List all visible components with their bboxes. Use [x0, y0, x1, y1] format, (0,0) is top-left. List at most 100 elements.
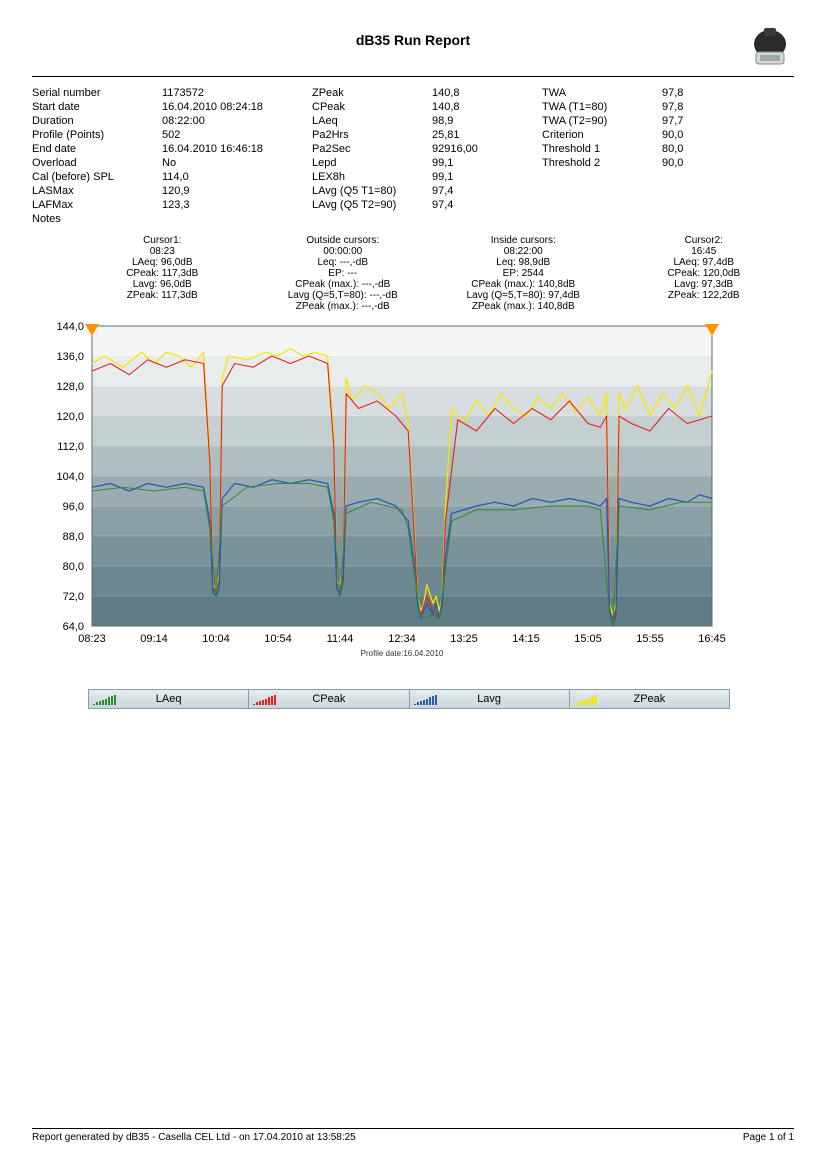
info-cell: 16.04.2010 08:24:18 [162, 101, 312, 113]
svg-text:16:45: 16:45 [698, 633, 726, 645]
info-cell: LAvg (Q5 T1=80) [312, 185, 432, 197]
info-cell: LAvg (Q5 T2=90) [312, 199, 432, 211]
svg-text:15:55: 15:55 [636, 633, 664, 645]
info-cell: 16.04.2010 16:46:18 [162, 143, 312, 155]
info-cell: TWA [542, 87, 662, 99]
info-cell: 140,8 [432, 87, 542, 99]
info-cell: 92916,00 [432, 143, 542, 155]
info-cell: LAeq [312, 115, 432, 127]
info-cell: 140,8 [432, 101, 542, 113]
info-cell: ZPeak [312, 87, 432, 99]
info-cell: 114,0 [162, 171, 312, 183]
header-rule [32, 76, 794, 77]
info-cell [542, 171, 662, 183]
svg-text:80,0: 80,0 [63, 561, 84, 573]
legend-item: Lavg [409, 690, 569, 708]
info-table: Serial number1173572ZPeak140,8TWA97,8 Sta… [32, 87, 794, 225]
report-title: dB35 Run Report [356, 32, 470, 48]
outside-cursors-block: Outside cursors:00:00:00Leq: ---,-dBEP: … [253, 235, 434, 312]
svg-text:96,0: 96,0 [63, 501, 84, 513]
footer-right: Page 1 of 1 [743, 1132, 794, 1143]
info-cell [312, 213, 432, 225]
info-cell: LASMax [32, 185, 162, 197]
info-cell: 97,4 [432, 199, 542, 211]
svg-text:112,0: 112,0 [57, 441, 84, 453]
info-cell [662, 199, 742, 211]
svg-text:72,0: 72,0 [63, 591, 84, 603]
info-cell: 25,81 [432, 129, 542, 141]
info-cell [542, 213, 662, 225]
info-cell: 90,0 [662, 157, 742, 169]
svg-text:128,0: 128,0 [56, 381, 84, 393]
info-cell: 97,8 [662, 101, 742, 113]
info-cell [162, 213, 312, 225]
legend-item: LAeq [89, 690, 248, 708]
info-cell: 97,8 [662, 87, 742, 99]
info-cell: 80,0 [662, 143, 742, 155]
info-cell [432, 213, 542, 225]
svg-text:120,0: 120,0 [56, 411, 84, 423]
cursor1-block: Cursor1:08:23LAeq: 96,0dBCPeak: 117,3dBL… [72, 235, 253, 312]
info-cell: CPeak [312, 101, 432, 113]
info-cell [542, 185, 662, 197]
info-cell: 97,7 [662, 115, 742, 127]
svg-text:136,0: 136,0 [56, 351, 84, 363]
legend-item: ZPeak [569, 690, 729, 708]
info-cell: Lepd [312, 157, 432, 169]
info-cell: End date [32, 143, 162, 155]
info-cell [662, 185, 742, 197]
info-cell: 90,0 [662, 129, 742, 141]
info-cell: 97,4 [432, 185, 542, 197]
svg-text:09:14: 09:14 [140, 633, 168, 645]
inside-cursors-block: Inside cursors:08:22:00Leq: 98,9dBEP: 25… [433, 235, 614, 312]
footer-left: Report generated by dB35 - Casella CEL L… [32, 1132, 356, 1143]
info-cell: Overload [32, 157, 162, 169]
info-cell: Cal (before) SPL [32, 171, 162, 183]
dosimeter-icon [746, 22, 794, 70]
info-cell [662, 213, 742, 225]
svg-text:10:04: 10:04 [202, 633, 230, 645]
svg-text:15:05: 15:05 [574, 633, 602, 645]
chart-legend: LAeqCPeakLavgZPeak [88, 689, 730, 709]
info-cell: Profile (Points) [32, 129, 162, 141]
info-cell: LAFMax [32, 199, 162, 211]
info-cell: Threshold 1 [542, 143, 662, 155]
info-cell: 502 [162, 129, 312, 141]
report-header: dB35 Run Report [32, 28, 794, 70]
info-cell: Serial number [32, 87, 162, 99]
svg-text:144,0: 144,0 [56, 321, 84, 333]
cursor-info-row: Cursor1:08:23LAeq: 96,0dBCPeak: 117,3dBL… [72, 235, 794, 312]
svg-text:12:34: 12:34 [388, 633, 416, 645]
info-cell: TWA (T2=90) [542, 115, 662, 127]
svg-text:Profile date:16.04.2010: Profile date:16.04.2010 [361, 649, 444, 658]
info-cell: TWA (T1=80) [542, 101, 662, 113]
report-footer: Report generated by dB35 - Casella CEL L… [32, 1128, 794, 1143]
info-cell: Notes [32, 213, 162, 225]
legend-item: CPeak [248, 690, 408, 708]
info-cell: 98,9 [432, 115, 542, 127]
svg-text:11:44: 11:44 [327, 633, 354, 645]
profile-chart: 64,072,080,088,096,0104,0112,0120,0128,0… [32, 318, 794, 683]
info-cell: Start date [32, 101, 162, 113]
info-cell [662, 171, 742, 183]
info-cell: Threshold 2 [542, 157, 662, 169]
svg-text:08:23: 08:23 [78, 633, 106, 645]
info-cell: 123,3 [162, 199, 312, 211]
info-cell: 1173572 [162, 87, 312, 99]
info-cell [542, 199, 662, 211]
info-cell: No [162, 157, 312, 169]
info-cell: Pa2Hrs [312, 129, 432, 141]
svg-text:10:54: 10:54 [264, 633, 292, 645]
info-cell: 08:22:00 [162, 115, 312, 127]
info-cell: Criterion [542, 129, 662, 141]
info-cell: 99,1 [432, 171, 542, 183]
svg-text:88,0: 88,0 [63, 531, 84, 543]
info-cell: 120,9 [162, 185, 312, 197]
info-cell: Pa2Sec [312, 143, 432, 155]
info-cell: Duration [32, 115, 162, 127]
svg-text:13:25: 13:25 [450, 633, 478, 645]
cursor2-block: Cursor2:16:45LAeq: 97,4dBCPeak: 120,0dBL… [614, 235, 795, 312]
info-cell: LEX8h [312, 171, 432, 183]
info-cell: 99,1 [432, 157, 542, 169]
svg-text:104,0: 104,0 [56, 471, 84, 483]
